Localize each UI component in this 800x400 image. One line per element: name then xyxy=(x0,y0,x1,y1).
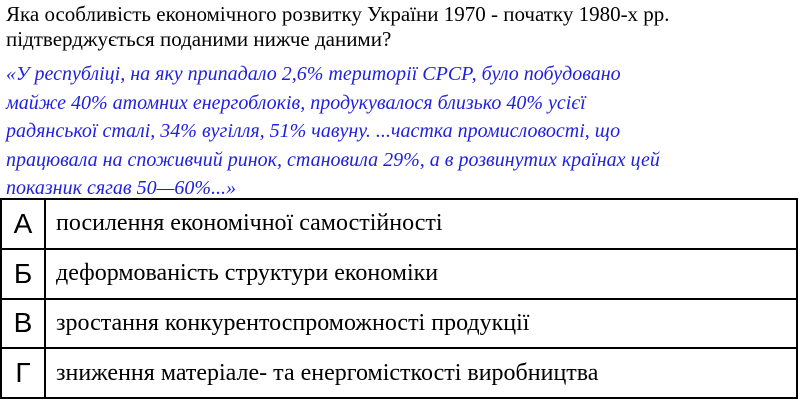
option-letter[interactable]: А xyxy=(0,198,46,250)
option-text[interactable]: зниження матеріале- та енергомісткості в… xyxy=(44,347,798,399)
question-line: підтверджується поданими нижче даними? xyxy=(6,27,392,51)
option-text[interactable]: посилення економічної самостійності xyxy=(44,198,798,250)
quote-block: «У республіці, на яку припадало 2,6% тер… xyxy=(6,60,798,203)
answer-option-a[interactable]: А посилення економічної самостійності xyxy=(0,198,798,250)
option-text[interactable]: зростання конкурентоспроможності продукц… xyxy=(44,297,798,350)
answer-option-v[interactable]: В зростання конкурентоспроможності проду… xyxy=(0,297,798,350)
option-text[interactable]: деформованість структури економіки xyxy=(44,247,798,300)
question-text: Яка особливість економічного розвитку Ук… xyxy=(6,2,796,52)
question-line: Яка особливість економічного розвитку Ук… xyxy=(6,2,670,26)
answer-option-b[interactable]: Б деформованість структури економіки xyxy=(0,247,798,300)
answer-options-table: А посилення економічної самостійності Б … xyxy=(0,198,798,399)
option-letter[interactable]: Б xyxy=(0,247,46,300)
quote-line: показник сягав 50—60%...» xyxy=(6,177,237,199)
option-letter[interactable]: В xyxy=(0,297,46,350)
quote-line: працювала на споживчий ринок, становила … xyxy=(6,148,660,171)
answer-option-g[interactable]: Г зниження матеріале- та енергомісткості… xyxy=(0,347,798,399)
quote-line: майже 40% атомних енергоблоків, продукув… xyxy=(6,91,586,114)
option-letter[interactable]: Г xyxy=(0,347,46,399)
quote-line: «У республіці, на яку припадало 2,6% тер… xyxy=(6,63,621,85)
quote-line: радянської сталі, 34% вугілля, 51% чавун… xyxy=(6,120,621,142)
